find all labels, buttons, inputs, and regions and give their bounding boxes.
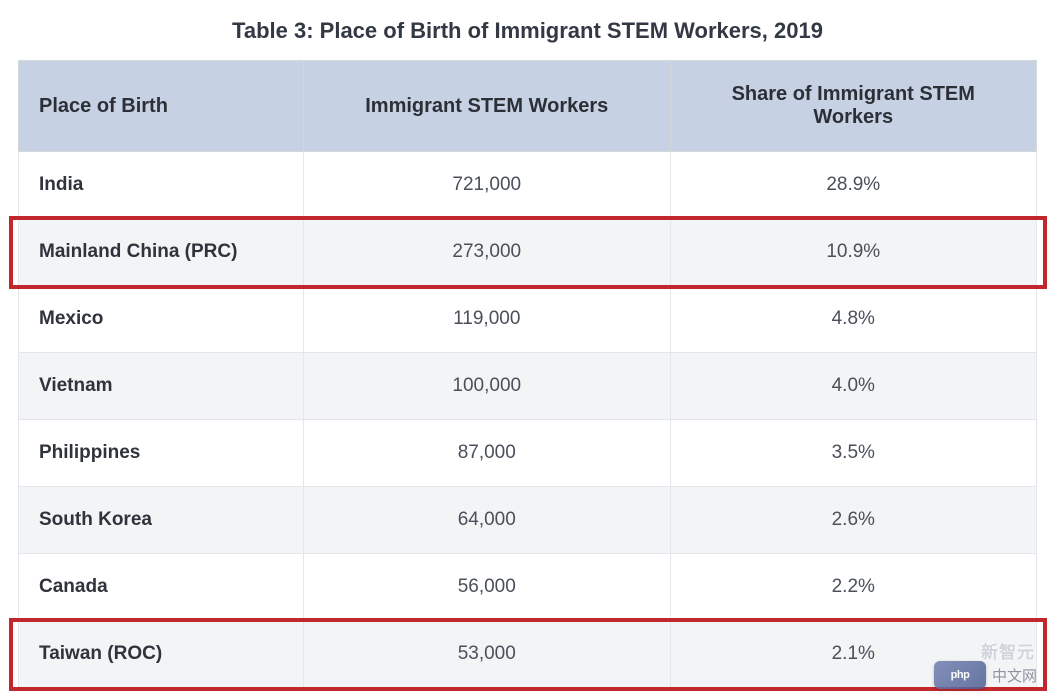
watermark: php 中文网 [934,661,1037,689]
table-body: India721,00028.9%Mainland China (PRC)273… [19,152,1037,688]
cell-share: 4.8% [670,286,1037,353]
cell-place: Mainland China (PRC) [19,219,304,286]
table-row: India721,00028.9% [19,152,1037,219]
cell-workers: 53,000 [304,621,670,688]
col-header-place: Place of Birth [19,61,304,152]
table-row: Vietnam100,0004.0% [19,353,1037,420]
cell-workers: 119,000 [304,286,670,353]
cell-workers: 100,000 [304,353,670,420]
table-row: Philippines87,0003.5% [19,420,1037,487]
table-title: Table 3: Place of Birth of Immigrant STE… [0,0,1055,60]
table-row: Canada56,0002.2% [19,554,1037,621]
cell-share: 28.9% [670,152,1037,219]
col-header-share: Share of Immigrant STEM Workers [670,61,1037,152]
watermark-text: 中文网 [992,665,1037,686]
cell-share: 3.5% [670,420,1037,487]
cell-workers: 64,000 [304,487,670,554]
watermark-sub: 新智元 [981,638,1035,663]
col-header-workers: Immigrant STEM Workers [304,61,670,152]
cell-share: 4.0% [670,353,1037,420]
cell-workers: 273,000 [304,219,670,286]
cell-place: Philippines [19,420,304,487]
header-row: Place of Birth Immigrant STEM Workers Sh… [19,61,1037,152]
table-row: Mainland China (PRC)273,00010.9% [19,219,1037,286]
cell-share: 2.6% [670,487,1037,554]
table-wrapper: Place of Birth Immigrant STEM Workers Sh… [0,60,1055,688]
stem-table: Place of Birth Immigrant STEM Workers Sh… [18,60,1037,688]
cell-place: Canada [19,554,304,621]
table-row: Mexico119,0004.8% [19,286,1037,353]
cell-place: Taiwan (ROC) [19,621,304,688]
cell-workers: 87,000 [304,420,670,487]
cell-share: 2.2% [670,554,1037,621]
table-row: South Korea64,0002.6% [19,487,1037,554]
cell-place: India [19,152,304,219]
table-row: Taiwan (ROC)53,0002.1% [19,621,1037,688]
cell-place: Mexico [19,286,304,353]
cell-place: South Korea [19,487,304,554]
cell-share: 10.9% [670,219,1037,286]
cell-workers: 721,000 [304,152,670,219]
cell-place: Vietnam [19,353,304,420]
watermark-logo: php [934,661,986,689]
cell-workers: 56,000 [304,554,670,621]
